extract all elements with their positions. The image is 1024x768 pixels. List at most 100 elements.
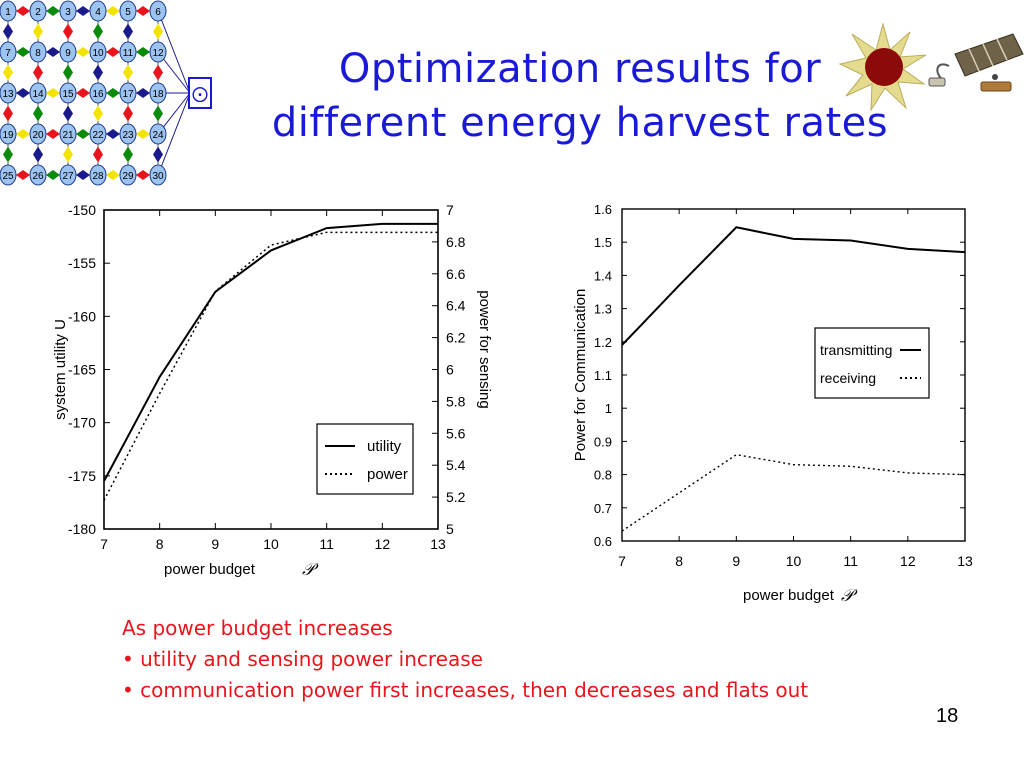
link-diamond xyxy=(93,105,103,122)
x-tick-label: 13 xyxy=(430,536,446,552)
x-tick-label: 13 xyxy=(957,553,973,569)
sensor-node xyxy=(0,164,17,186)
link-diamond xyxy=(136,129,150,139)
page-number: 18 xyxy=(936,705,959,727)
sensor-node-label: 29 xyxy=(122,171,134,182)
sensor-node xyxy=(89,0,107,22)
x-axis-symbol: 𝒫 xyxy=(841,586,858,605)
link-diamond xyxy=(153,64,163,81)
link-diamond xyxy=(76,88,90,98)
sensor-node xyxy=(0,41,17,63)
x-axis-label: power budget xyxy=(743,587,835,604)
x-tick-label: 12 xyxy=(375,536,391,552)
x-axis-label: power budget xyxy=(164,561,256,578)
sensor-node xyxy=(59,0,77,22)
y-tick-label: -155 xyxy=(68,255,96,271)
x-tick-label: 10 xyxy=(786,553,802,569)
link-diamond xyxy=(33,105,43,122)
sensor-node xyxy=(149,82,167,104)
y-tick-label: 1.2 xyxy=(594,335,612,350)
sensor-node xyxy=(0,82,17,104)
y-tick-label: 1.6 xyxy=(594,202,612,217)
sensor-node-label: 18 xyxy=(152,89,164,100)
sensor-node xyxy=(89,82,107,104)
sensor-node-label: 10 xyxy=(92,48,104,59)
legend-label: transmitting xyxy=(820,342,892,358)
sensor-node xyxy=(0,0,17,22)
link-diamond xyxy=(63,105,73,122)
x-tick-label: 10 xyxy=(263,536,279,552)
bullet-item: • communication power first increases, t… xyxy=(122,678,809,702)
sensor-node xyxy=(59,82,77,104)
sensor-node xyxy=(59,164,77,186)
x-tick-label: 8 xyxy=(675,553,683,569)
link-diamond xyxy=(93,146,103,163)
link-diamond xyxy=(123,105,133,122)
y2-tick-label: 5.6 xyxy=(446,425,466,441)
sensor-node xyxy=(119,0,137,22)
slide-title: Optimization results for different energ… xyxy=(230,42,930,150)
y-axis-label: Power for Communication xyxy=(572,289,589,462)
legend-label: power xyxy=(367,466,408,483)
link-diamond xyxy=(46,170,60,180)
link-diamond xyxy=(106,47,120,57)
link-diamond xyxy=(136,88,150,98)
legend-box xyxy=(316,423,414,495)
sensor-node-label: 25 xyxy=(2,171,14,182)
link-diamond xyxy=(136,47,150,57)
link-diamond xyxy=(3,23,13,40)
link-diamond xyxy=(106,88,120,98)
link-diamond xyxy=(16,170,30,180)
link-diamond xyxy=(16,6,30,16)
link-diamond xyxy=(123,64,133,81)
sensor-node-label: 28 xyxy=(92,171,104,182)
sensor-node-label: 1 xyxy=(5,7,11,18)
sensor-node xyxy=(119,41,137,63)
link-diamond xyxy=(123,23,133,40)
link-diamond xyxy=(16,129,30,139)
y-tick-label: 0.8 xyxy=(594,468,612,483)
sink-node xyxy=(188,77,212,109)
series-line-receiving xyxy=(621,453,966,532)
y2-tick-label: 5.2 xyxy=(446,489,466,505)
x-tick-label: 7 xyxy=(100,536,108,552)
x-tick-label: 8 xyxy=(156,536,164,552)
bullet-item: • utility and sensing power increase xyxy=(122,647,483,671)
sensor-node-label: 24 xyxy=(152,130,164,141)
sensor-node xyxy=(29,164,47,186)
x-axis-symbol: 𝒫 xyxy=(302,560,319,579)
sensor-node xyxy=(119,164,137,186)
sensor-node-label: 17 xyxy=(122,89,134,100)
sensor-node xyxy=(29,0,47,22)
sensor-node xyxy=(29,123,47,145)
y-tick-label: -170 xyxy=(68,415,96,431)
sensor-node-label: 12 xyxy=(152,48,164,59)
y2-tick-label: 6.8 xyxy=(446,234,466,250)
title-line-2: different energy harvest rates xyxy=(271,100,889,146)
link-diamond xyxy=(136,6,150,16)
solar-panel-icon xyxy=(928,33,1024,92)
link-diamond xyxy=(63,23,73,40)
link-diamond xyxy=(46,47,60,57)
y-tick-label: 0.6 xyxy=(594,534,612,549)
y-tick-label: -160 xyxy=(68,308,96,324)
sensor-node-label: 6 xyxy=(155,7,161,18)
link-diamond xyxy=(153,23,163,40)
x-tick-label: 12 xyxy=(900,553,916,569)
link-diamond xyxy=(106,170,120,180)
link-diamond xyxy=(76,170,90,180)
legend-label: utility xyxy=(367,438,402,455)
link-diamond xyxy=(76,47,90,57)
link-diamond xyxy=(106,6,120,16)
sensor-node xyxy=(59,41,77,63)
legend-box xyxy=(814,327,930,399)
sensor-node xyxy=(29,82,47,104)
sun-icon xyxy=(838,22,927,112)
link-diamond xyxy=(46,6,60,16)
link-diamond xyxy=(33,64,43,81)
sensor-node xyxy=(149,41,167,63)
link-diamond xyxy=(63,146,73,163)
y2-tick-label: 7 xyxy=(446,202,454,218)
link-diamond xyxy=(33,23,43,40)
sensor-node-label: 11 xyxy=(123,48,134,59)
